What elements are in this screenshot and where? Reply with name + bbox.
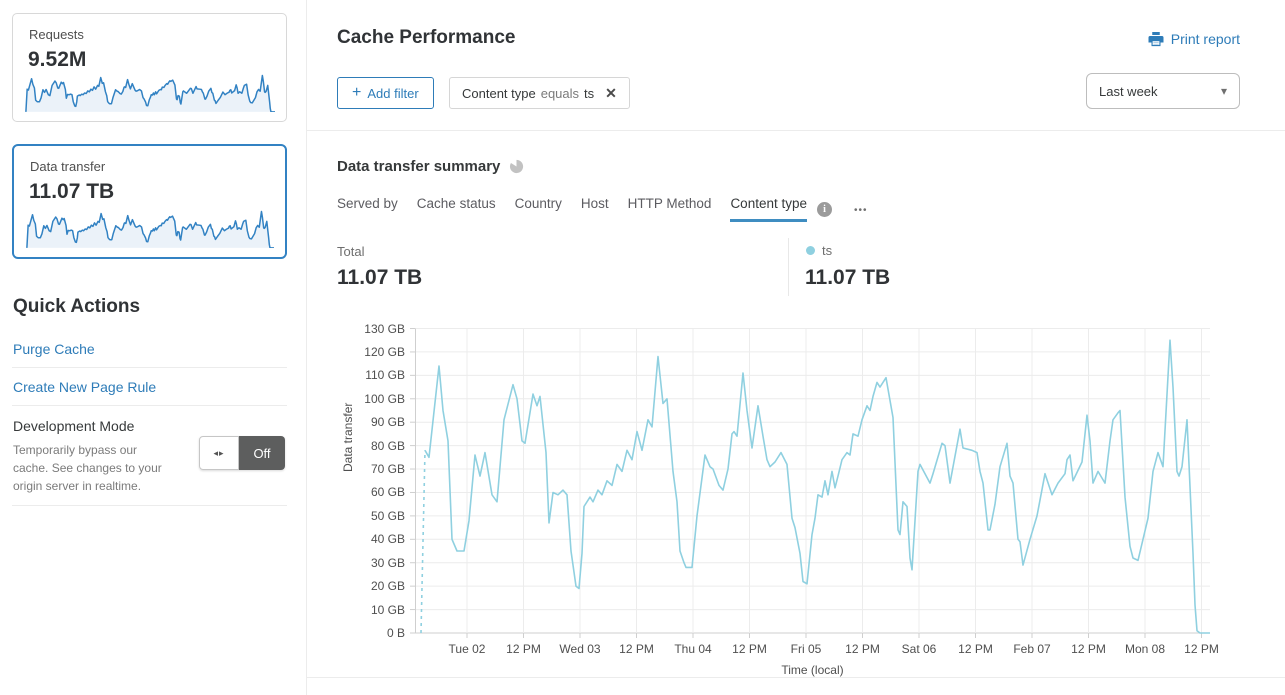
remove-filter-icon[interactable]: ✕: [605, 84, 617, 101]
chevron-down-icon: ▾: [1220, 84, 1227, 98]
tab-http-method[interactable]: HTTP Method: [627, 196, 712, 211]
x-axis-title: Time (local): [781, 663, 844, 677]
print-report-link[interactable]: Print report: [1148, 31, 1240, 47]
tab-cache-status[interactable]: Cache status: [416, 196, 496, 211]
divider: [12, 505, 287, 506]
requests-metric-card[interactable]: Requests 9.52M: [12, 13, 287, 122]
quick-actions-title: Quick Actions: [13, 296, 141, 317]
header-divider: [307, 130, 1285, 131]
x-axis-tick-labels: Tue 02 12 PM Wed 03 12 PM Thu 04 12 PM Fri 05 1…: [448, 642, 1219, 656]
print-report-label: Print report: [1170, 31, 1240, 47]
tab-country[interactable]: Country: [514, 196, 562, 211]
add-filter-button[interactable]: + Add filter: [337, 77, 434, 109]
more-options-icon[interactable]: •••: [854, 204, 868, 216]
section-divider: [307, 677, 1285, 678]
data-transfer-metric-card[interactable]: Data transfer 11.07 TB: [12, 144, 287, 259]
stat-divider: [788, 238, 789, 296]
y-axis-tick-labels: 130 GB 120 GB 110 GB 100 GB 90 GB 80 GB 70 GB 6…: [364, 321, 405, 641]
total-label: Total: [337, 244, 365, 259]
time-range-select[interactable]: Last week ▾: [1086, 73, 1240, 109]
add-filter-label: Add filter: [367, 85, 419, 101]
time-range-value: Last week: [1099, 83, 1158, 99]
requests-sparkline-chart: [24, 74, 275, 112]
info-icon[interactable]: i: [817, 201, 832, 217]
divider: [12, 367, 287, 368]
printer-icon: [1148, 31, 1164, 46]
create-page-rule-link[interactable]: Create New Page Rule: [13, 379, 157, 395]
time-window-pie-icon: [510, 159, 524, 174]
development-mode-description: Temporarily bypass our cache. See change…: [13, 443, 162, 493]
requests-card-label: Requests: [29, 27, 84, 42]
tab-served-by[interactable]: Served by: [337, 196, 398, 211]
series-legend-dot: [806, 246, 815, 255]
data-transfer-line-chart: [410, 328, 1210, 638]
data-transfer-sparkline-chart: [25, 210, 274, 248]
content-type-filter-chip: Content type equals ts ✕: [449, 77, 630, 109]
page-title: Cache Performance: [337, 27, 516, 48]
summary-title: Data transfer summary: [337, 158, 501, 175]
requests-card-value: 9.52M: [28, 48, 87, 71]
series-value: 11.07 TB: [805, 266, 891, 289]
data-transfer-chart-area: Data transfer 130 GB 120 GB 110 GB 100 GB 90…: [306, 320, 1285, 678]
development-mode-title: Development Mode: [13, 418, 135, 434]
filter-operator: equals: [540, 85, 580, 101]
toggle-state-label: Off: [239, 436, 285, 470]
toggle-arrows-icon: ◂▸: [199, 436, 239, 470]
plus-icon: +: [352, 84, 362, 101]
series-legend-name: ts: [822, 243, 833, 258]
data-transfer-card-label: Data transfer: [30, 159, 106, 174]
total-value: 11.07 TB: [337, 266, 423, 289]
purge-cache-link[interactable]: Purge Cache: [13, 341, 95, 357]
panel-separator: [306, 0, 307, 695]
data-transfer-card-value: 11.07 TB: [29, 180, 115, 203]
filter-value: ts: [584, 85, 595, 101]
development-mode-toggle[interactable]: ◂▸ Off: [199, 436, 285, 470]
dimension-tabs: Served by Cache status Country Host HTTP…: [337, 196, 868, 222]
tab-host[interactable]: Host: [580, 196, 609, 211]
divider: [12, 405, 287, 406]
tab-content-type[interactable]: Content type: [730, 196, 807, 222]
filter-field: Content type: [462, 85, 536, 101]
